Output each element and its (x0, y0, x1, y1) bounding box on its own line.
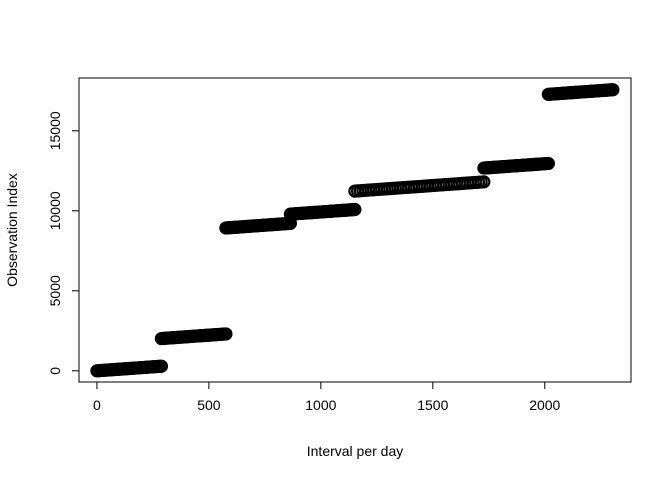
point-series-1 (90, 359, 169, 378)
x-tick-label: 1000 (305, 397, 336, 413)
data-points (90, 83, 620, 378)
y-tick-label: 10000 (47, 191, 63, 230)
x-tick-label: 2000 (529, 397, 560, 413)
x-tick-label: 1500 (417, 397, 448, 413)
data-point (154, 359, 169, 373)
data-point (541, 156, 555, 171)
data-point (219, 327, 233, 341)
point-series-4 (283, 202, 362, 221)
data-point (348, 202, 362, 217)
x-axis-label: Interval per day (307, 443, 404, 459)
point-series-2 (154, 327, 233, 346)
y-tick-label: 0 (47, 367, 63, 375)
x-tick-label: 500 (197, 397, 221, 413)
x-axis: 0 500 1000 1500 2000 (93, 381, 561, 413)
x-tick-label: 0 (93, 397, 101, 413)
point-series-3 (219, 216, 297, 235)
data-point (477, 175, 491, 189)
point-series-6 (477, 156, 555, 175)
point-series-5 (348, 175, 491, 198)
data-point (606, 83, 620, 97)
y-axis: 0 5000 10000 15000 (47, 111, 80, 375)
y-tick-label: 15000 (47, 111, 63, 150)
y-tick-label: 5000 (47, 275, 63, 306)
point-series-7 (541, 83, 620, 101)
y-axis-label: Observation Index (4, 173, 20, 287)
